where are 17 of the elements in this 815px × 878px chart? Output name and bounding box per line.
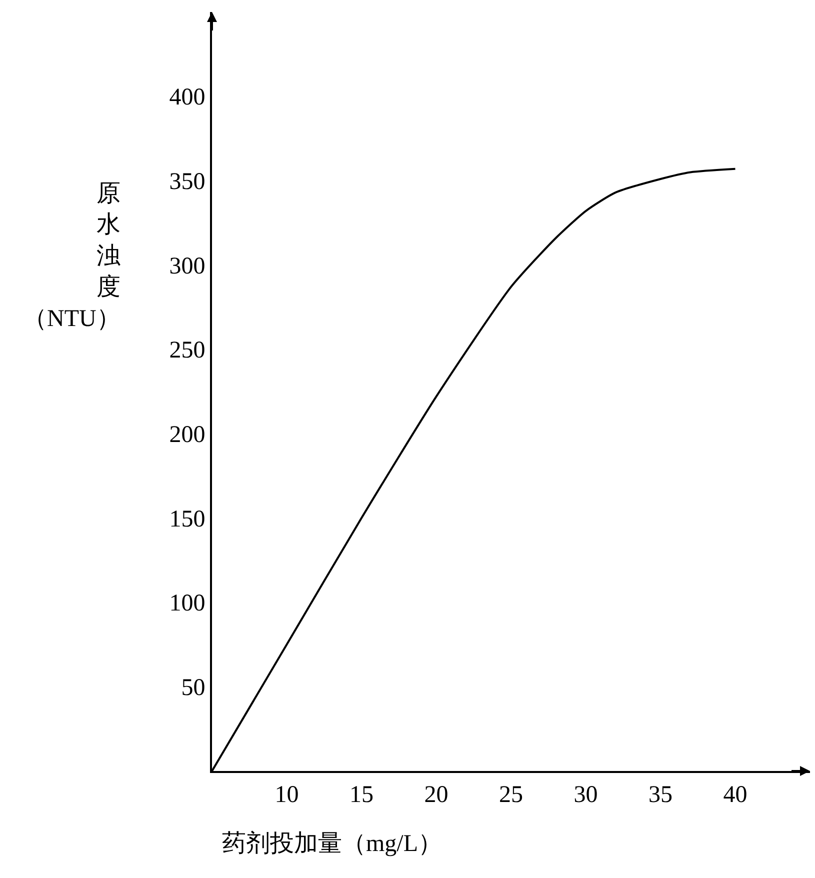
y-tick-label: 100 — [169, 590, 206, 617]
x-tick-label: 10 — [274, 782, 299, 808]
y-axis-title: 原水浊度（NTU） — [23, 181, 120, 332]
x-tick-label: 40 — [723, 782, 748, 808]
x-tick-label: 20 — [424, 782, 448, 808]
y-tick-label: 400 — [169, 84, 206, 111]
y-tick-label: 200 — [169, 422, 206, 448]
y-tick-label: 150 — [169, 506, 206, 532]
y-tick-label: 250 — [169, 338, 206, 364]
x-tick-label: 15 — [350, 782, 374, 808]
x-axis-title: 药剂投加量（mg/L） — [222, 830, 442, 857]
x-tick-label: 35 — [648, 782, 672, 808]
y-tick-label: 50 — [181, 675, 206, 702]
x-tick-label: 25 — [499, 782, 523, 808]
y-tick-label: 300 — [169, 253, 206, 280]
x-tick-label: 30 — [574, 782, 598, 808]
y-tick-label: 350 — [169, 169, 206, 196]
